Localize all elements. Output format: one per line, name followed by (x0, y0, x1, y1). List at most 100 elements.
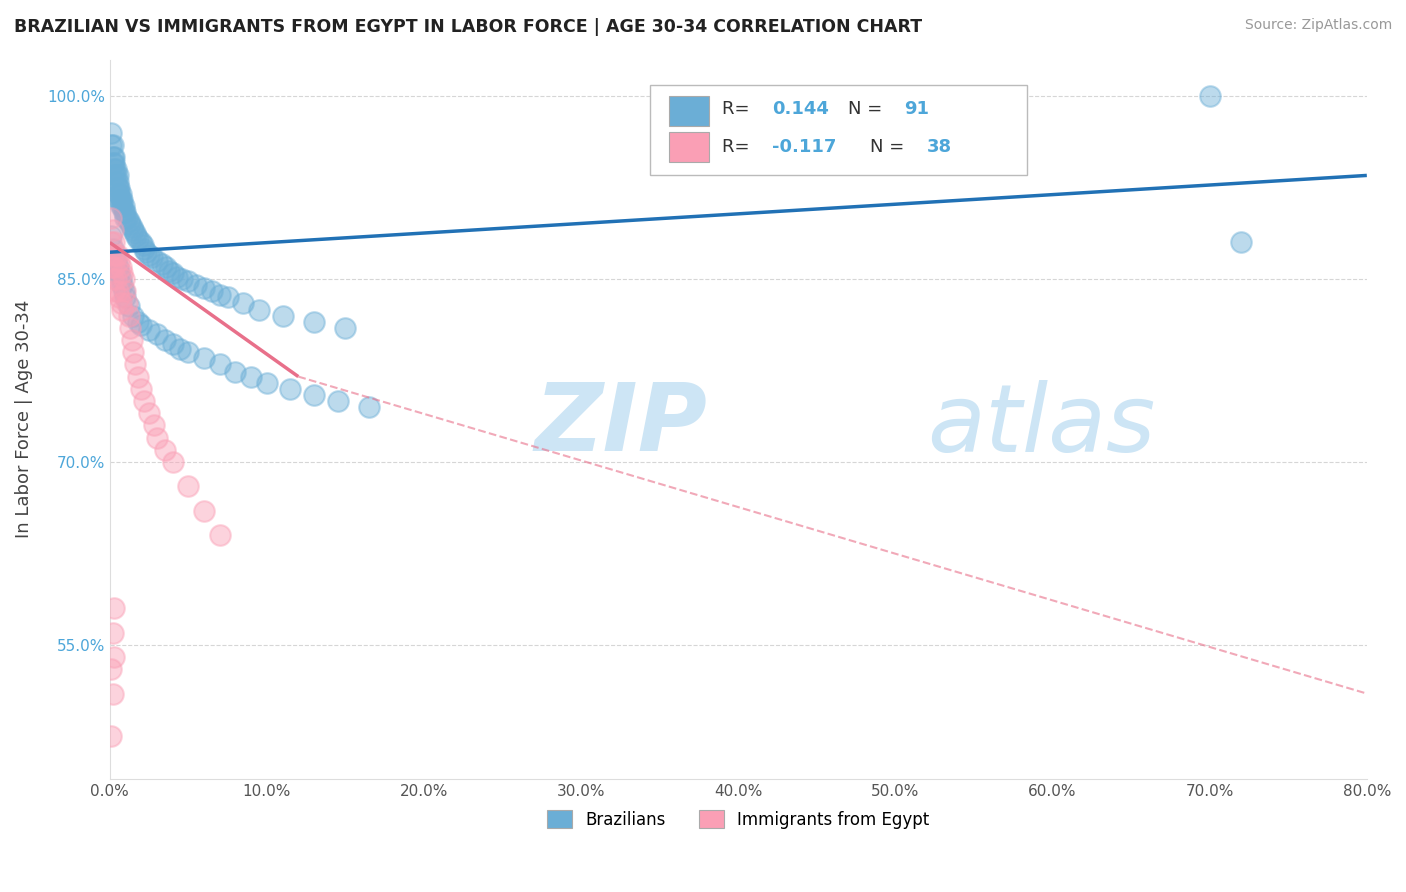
Text: N =: N = (848, 100, 887, 119)
Point (162, 266, 184, 280)
Point (110, 199, 132, 213)
Point (132, 238, 155, 252)
Point (208, 358, 231, 372)
Point (103, 150, 125, 164)
Point (115, 211, 138, 225)
Point (101, 625, 124, 640)
Text: -0.117: -0.117 (772, 138, 837, 156)
Point (107, 186, 129, 201)
Point (105, 174, 128, 188)
Point (224, 365, 246, 379)
Point (232, 296, 254, 310)
Point (107, 180, 129, 194)
Point (100, 229, 122, 244)
Point (103, 169, 125, 183)
Point (357, 400, 380, 414)
Point (208, 288, 231, 302)
Point (121, 333, 143, 347)
Point (155, 260, 177, 274)
Point (122, 345, 145, 359)
Point (105, 253, 128, 268)
Point (110, 193, 132, 207)
Point (110, 260, 132, 274)
Point (193, 504, 215, 518)
Point (111, 193, 134, 207)
Point (134, 394, 156, 409)
Point (162, 455, 184, 469)
Point (101, 150, 124, 164)
Bar (669, 132, 710, 162)
Point (112, 199, 135, 213)
Point (166, 269, 188, 284)
Point (103, 156, 125, 170)
Point (138, 248, 160, 262)
Point (121, 219, 143, 234)
Point (112, 285, 135, 299)
Point (110, 296, 132, 310)
Point (107, 174, 129, 188)
Point (117, 299, 139, 313)
Point (108, 253, 131, 268)
Point (146, 431, 169, 445)
Point (108, 290, 131, 304)
Point (103, 260, 125, 274)
Point (125, 229, 148, 244)
Point (101, 137, 124, 152)
Point (124, 358, 146, 372)
Point (138, 406, 160, 420)
Point (117, 213, 139, 227)
Point (100, 126, 122, 140)
Point (101, 687, 124, 701)
Point (335, 321, 357, 335)
Point (170, 272, 193, 286)
Point (129, 318, 152, 333)
Point (217, 290, 239, 304)
Point (111, 302, 134, 317)
Point (256, 376, 278, 390)
Point (186, 278, 208, 293)
Point (302, 315, 325, 329)
Point (193, 351, 215, 366)
Point (100, 662, 122, 676)
Point (142, 418, 165, 433)
Point (103, 285, 125, 299)
Point (150, 257, 173, 271)
Point (280, 382, 302, 396)
Point (108, 186, 131, 201)
Point (193, 280, 215, 294)
Point (114, 205, 136, 219)
Point (107, 169, 129, 183)
Point (108, 180, 131, 194)
Point (153, 333, 176, 347)
Point (122, 223, 145, 237)
Text: R=: R= (721, 138, 755, 156)
Point (201, 285, 224, 299)
Point (141, 250, 163, 264)
Point (100, 260, 122, 274)
Point (169, 342, 191, 356)
Point (107, 285, 129, 299)
Point (247, 302, 270, 317)
Point (105, 162, 128, 177)
Point (101, 223, 124, 237)
Bar (669, 95, 710, 126)
Point (127, 369, 149, 384)
Point (326, 394, 349, 409)
Text: N =: N = (870, 138, 910, 156)
Point (105, 272, 128, 286)
Text: 38: 38 (927, 138, 952, 156)
Point (271, 309, 294, 323)
Point (111, 266, 134, 280)
Point (100, 137, 122, 152)
Point (114, 290, 136, 304)
Point (101, 242, 124, 256)
Point (112, 205, 135, 219)
Point (108, 266, 131, 280)
Point (117, 309, 139, 323)
FancyBboxPatch shape (651, 85, 1028, 175)
Point (103, 650, 125, 665)
Point (1230, 235, 1253, 250)
Point (129, 382, 152, 396)
Text: BRAZILIAN VS IMMIGRANTS FROM EGYPT IN LABOR FORCE | AGE 30-34 CORRELATION CHART: BRAZILIAN VS IMMIGRANTS FROM EGYPT IN LA… (14, 18, 922, 36)
Point (107, 260, 129, 274)
